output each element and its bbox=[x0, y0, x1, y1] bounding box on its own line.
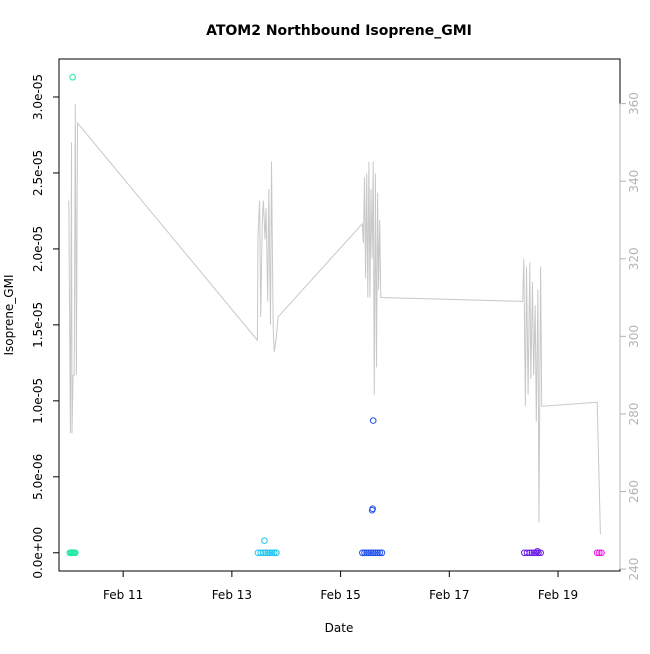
data-point bbox=[69, 73, 76, 81]
data-point bbox=[532, 549, 540, 557]
data-point bbox=[270, 549, 278, 557]
y-axis-right: 240 260 280 300 320 340 360 bbox=[619, 92, 641, 581]
data-point bbox=[523, 549, 531, 557]
data-point bbox=[526, 549, 534, 557]
y2-tick-label: 360 bbox=[627, 92, 641, 115]
y2-tick-label: 340 bbox=[627, 170, 641, 193]
y2-tick-label: 320 bbox=[627, 247, 641, 270]
data-point bbox=[372, 549, 379, 557]
x-axis: Feb 11 Feb 13 Feb 15 Feb 17 Feb 19 bbox=[103, 570, 578, 602]
data-point bbox=[598, 549, 605, 557]
x-tick-label: Feb 19 bbox=[538, 588, 578, 602]
y-tick-label: 0.0e+00 bbox=[31, 527, 45, 579]
x-tick-label: Feb 13 bbox=[212, 588, 252, 602]
y2-tick-label: 260 bbox=[627, 480, 641, 503]
data-point bbox=[72, 549, 79, 557]
data-point bbox=[530, 549, 538, 557]
data-point bbox=[534, 547, 541, 555]
y2-tick-label: 300 bbox=[627, 325, 641, 348]
data-point bbox=[378, 549, 386, 557]
x-tick-label: Feb 11 bbox=[103, 588, 143, 602]
data-point bbox=[363, 549, 370, 557]
data-point bbox=[359, 549, 366, 557]
data-point bbox=[369, 417, 377, 424]
data-point bbox=[537, 549, 544, 557]
y-tick-label: 2.0e-05 bbox=[31, 226, 45, 272]
y-axis-left: 0.0e+00 5.0e-06 1.0e-05 1.5e-05 2.0e-05 2.5e-… bbox=[31, 74, 60, 579]
x-axis-label: Date bbox=[325, 621, 354, 635]
data-point bbox=[268, 549, 276, 557]
data-point bbox=[369, 549, 377, 557]
y-axis-label: Isoprene_GMI bbox=[2, 275, 16, 356]
data-point bbox=[260, 549, 267, 557]
altitude-line bbox=[68, 103, 601, 535]
data-point bbox=[257, 549, 264, 557]
y-tick-label: 1.0e-05 bbox=[31, 378, 45, 424]
data-point bbox=[262, 549, 269, 557]
y-tick-label: 1.5e-05 bbox=[31, 302, 45, 348]
x-tick-label: Feb 17 bbox=[429, 588, 469, 602]
data-point bbox=[266, 549, 274, 557]
data-point bbox=[596, 549, 603, 557]
data-point bbox=[361, 549, 368, 557]
data-point bbox=[374, 549, 381, 557]
x-tick-label: Feb 15 bbox=[320, 588, 360, 602]
y-tick-label: 3.0e-05 bbox=[31, 74, 45, 120]
plot-frame bbox=[58, 58, 621, 572]
data-point bbox=[376, 549, 384, 557]
data-point bbox=[261, 537, 268, 544]
y-tick-label: 2.5e-05 bbox=[31, 150, 45, 196]
data-point bbox=[593, 549, 601, 557]
data-point bbox=[264, 549, 272, 557]
data-point bbox=[535, 549, 542, 557]
y2-tick-label: 280 bbox=[627, 402, 641, 425]
altitude-line-layer bbox=[68, 103, 601, 535]
data-point bbox=[367, 549, 375, 557]
data-point bbox=[365, 549, 373, 557]
isoprene-points-layer bbox=[66, 73, 605, 557]
data-point bbox=[273, 549, 280, 557]
chart-title: ATOM2 Northbound Isoprene_GMI bbox=[206, 23, 472, 39]
y2-tick-label: 240 bbox=[627, 558, 641, 581]
y-tick-label: 5.0e-06 bbox=[31, 454, 45, 500]
data-point bbox=[369, 505, 376, 513]
